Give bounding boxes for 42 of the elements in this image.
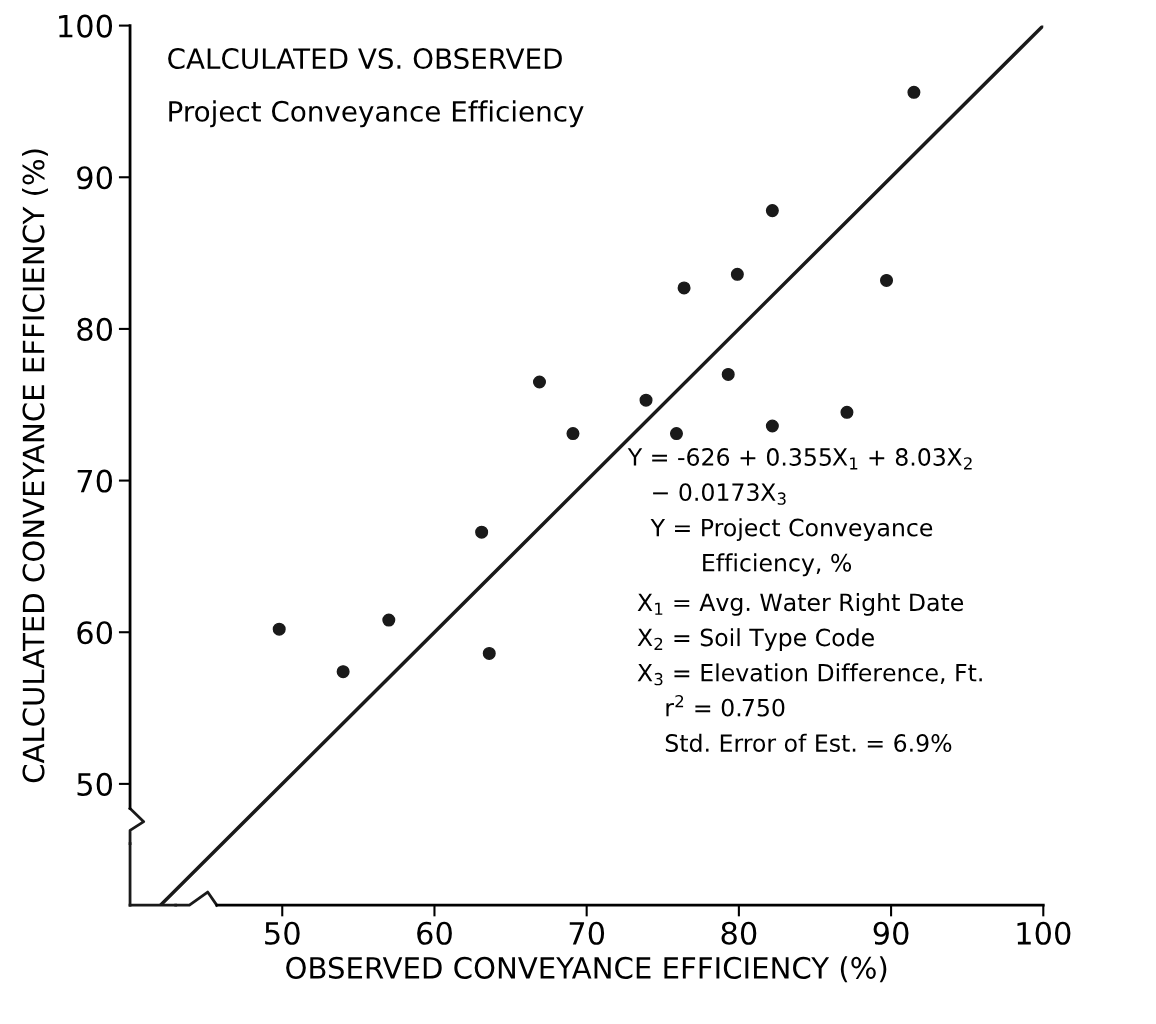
point <box>730 267 744 281</box>
annotation: r$^{2}$ = 0.750 <box>666 694 785 717</box>
point <box>765 419 779 433</box>
point <box>532 375 546 389</box>
annotation: X$_{2}$ = Soil Type Code <box>637 628 874 651</box>
point <box>669 427 683 441</box>
x-tick-label: 90 <box>873 921 909 945</box>
x-tick-label: 70 <box>569 921 605 945</box>
text: CALCULATED VS. OBSERVED <box>168 48 562 70</box>
x-axis-title: OBSERVED CONVEYANCE EFFICIENCY (%) <box>286 956 887 983</box>
annotation: X$_{1}$ = Avg. Water Right Date <box>637 592 964 616</box>
y-tick-label: 60 <box>77 621 113 645</box>
x-tick-label: 100 <box>1017 921 1071 945</box>
point <box>880 273 894 287</box>
point <box>721 367 735 381</box>
text: Project Conveyance Efficiency <box>169 100 584 128</box>
point <box>382 613 396 627</box>
point <box>566 427 580 441</box>
annotation: Efficiency, % <box>703 553 852 577</box>
y-axis-title: CALCULATED CONVEYANCE EFFICIENCY (%) <box>22 149 48 783</box>
annotation: Y = Project Conveyance <box>650 518 933 542</box>
point <box>272 622 286 636</box>
annotation: Y = -626 + 0.355X$_{1}$ + 8.03X$_{2}$ <box>627 448 972 470</box>
y-tick-label: 100 <box>59 14 113 38</box>
annotation: X$_{3}$ = Elevation Difference, Ft. <box>637 663 982 686</box>
y-tick-label: 50 <box>77 772 113 796</box>
point <box>907 85 921 99</box>
annotation: Std. Error of Est. = 6.9% <box>665 733 952 752</box>
point <box>482 646 496 660</box>
x-tick-label: 80 <box>721 921 757 945</box>
point <box>639 393 653 407</box>
annotation: − 0.0173X$_{3}$ <box>653 483 786 505</box>
x-tick-label: 60 <box>417 921 452 945</box>
y-tick-label: 90 <box>77 166 113 190</box>
point <box>475 525 489 539</box>
point <box>677 281 691 295</box>
y-tick-label: 80 <box>77 317 113 341</box>
point <box>336 665 350 679</box>
x-tick-label: 50 <box>265 921 300 945</box>
point <box>765 204 779 218</box>
y-tick-label: 70 <box>77 469 113 493</box>
point <box>840 405 854 419</box>
